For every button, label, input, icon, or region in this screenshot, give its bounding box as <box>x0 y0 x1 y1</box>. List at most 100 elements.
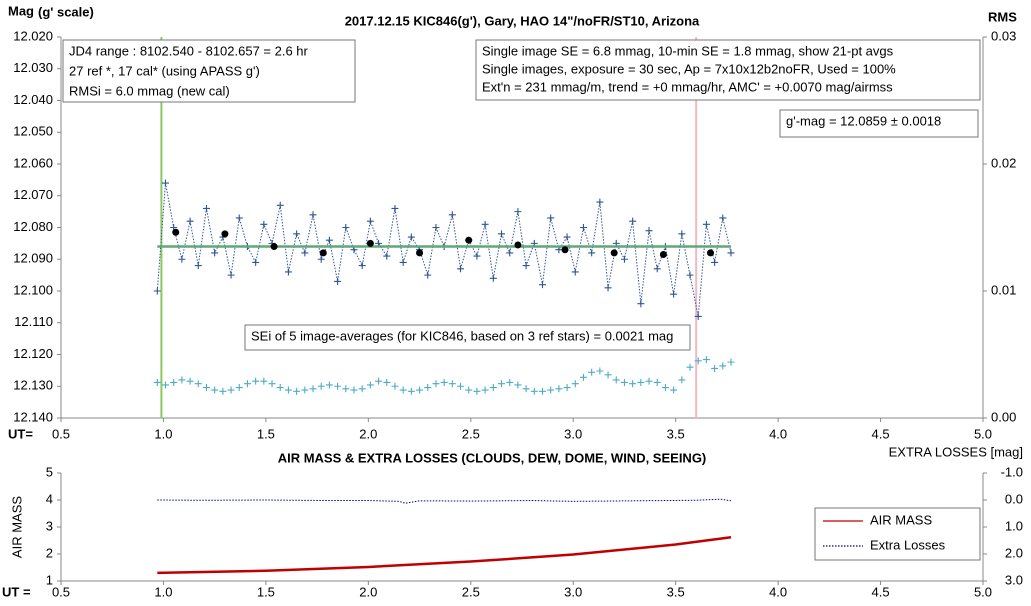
point <box>202 384 210 392</box>
point <box>153 378 161 386</box>
point <box>211 249 219 257</box>
point <box>506 249 514 257</box>
y2-tick-label: -1.0 <box>1001 464 1023 479</box>
x-tick-label: 4.5 <box>872 426 890 441</box>
average-point <box>366 239 374 247</box>
point <box>448 380 456 388</box>
y-tick-label: 4 <box>46 491 53 506</box>
x-tick-label: 5.0 <box>974 584 992 599</box>
average-point <box>706 249 714 257</box>
point <box>457 265 465 273</box>
point <box>694 357 702 365</box>
x-tick-label: 5.0 <box>974 426 992 441</box>
point <box>702 356 710 364</box>
point <box>186 377 194 385</box>
point <box>612 376 620 384</box>
point <box>629 380 637 388</box>
point <box>309 385 317 393</box>
x-tick-label: 3.5 <box>667 426 685 441</box>
point <box>686 271 694 279</box>
annotation-text: RMSi = 6.0 mmag (new cal) <box>69 83 230 98</box>
average-point <box>465 236 473 244</box>
point <box>547 386 555 394</box>
point <box>194 262 202 270</box>
average-point <box>514 241 522 249</box>
point <box>276 384 284 392</box>
point <box>424 271 432 279</box>
x-tick-label: 3.5 <box>667 584 685 599</box>
y2-tick-label: 0.02 <box>991 155 1016 170</box>
y2-tick-label: 2.0 <box>1005 545 1023 560</box>
y2-axis-title: EXTRA LOSSES [mag] <box>889 444 1023 459</box>
point <box>194 380 202 388</box>
legend-label: Extra Losses <box>870 537 946 552</box>
point <box>170 378 178 386</box>
point <box>530 387 538 395</box>
point <box>260 220 268 228</box>
point <box>276 201 284 209</box>
y2-tick-label: 3.0 <box>1005 572 1023 587</box>
point <box>661 384 669 392</box>
y-axis-title: Mag <box>8 3 34 18</box>
point <box>383 378 391 386</box>
average-point <box>416 249 424 257</box>
x-tick-label: 3.0 <box>564 426 582 441</box>
point <box>579 373 587 381</box>
point <box>293 387 301 395</box>
point <box>473 387 481 395</box>
point <box>637 378 645 386</box>
point <box>670 386 678 394</box>
y-tick-label: 12.120 <box>13 346 53 361</box>
series-line <box>157 498 732 504</box>
annotation-box <box>62 39 356 103</box>
point <box>186 217 194 225</box>
y-tick-label: 12.050 <box>13 124 53 139</box>
y2-tick-label: 0.00 <box>991 409 1016 424</box>
point <box>514 381 522 389</box>
point <box>309 211 317 219</box>
average-point <box>319 249 327 257</box>
point <box>538 281 546 289</box>
point <box>457 382 465 390</box>
y-tick-label: 12.140 <box>13 409 53 424</box>
point <box>489 384 497 392</box>
x-tick-label: 2.5 <box>462 426 480 441</box>
point <box>219 387 227 395</box>
point <box>719 214 727 222</box>
y-tick-label: 12.130 <box>13 378 53 393</box>
point <box>620 255 628 263</box>
y-tick-label: 1 <box>46 572 53 587</box>
point <box>317 382 325 390</box>
point <box>235 384 243 392</box>
point <box>342 224 350 231</box>
point <box>604 284 612 292</box>
point <box>506 378 514 386</box>
x-tick-label: 3.0 <box>564 584 582 599</box>
y-axis-title: AIR MASS <box>9 496 24 558</box>
point <box>596 198 604 206</box>
point <box>563 233 571 241</box>
annotation-text: Ext'n = 231 mmag/m, trend = +0 mmag/hr, … <box>482 79 893 94</box>
point <box>711 364 719 372</box>
x-tick-label: 1.5 <box>257 426 275 441</box>
point <box>366 217 374 225</box>
x-tick-label: 2.5 <box>462 584 480 599</box>
y-axis-note: (g' scale) <box>38 4 94 19</box>
annotation-box <box>244 324 691 351</box>
point <box>252 258 260 266</box>
annotation-text: 27 ref *, 17 cal* (using APASS g') <box>69 63 260 78</box>
point <box>399 386 407 394</box>
point <box>465 386 473 394</box>
point <box>235 214 243 222</box>
point <box>678 230 686 238</box>
legend-box <box>814 507 981 561</box>
point <box>694 312 702 320</box>
point <box>555 385 563 393</box>
x-tick-label: 4.0 <box>769 584 787 599</box>
point <box>252 377 260 385</box>
point <box>178 376 186 384</box>
point <box>498 230 506 238</box>
y-tick-label: 12.070 <box>13 187 53 202</box>
point <box>325 236 333 244</box>
point <box>498 380 506 388</box>
